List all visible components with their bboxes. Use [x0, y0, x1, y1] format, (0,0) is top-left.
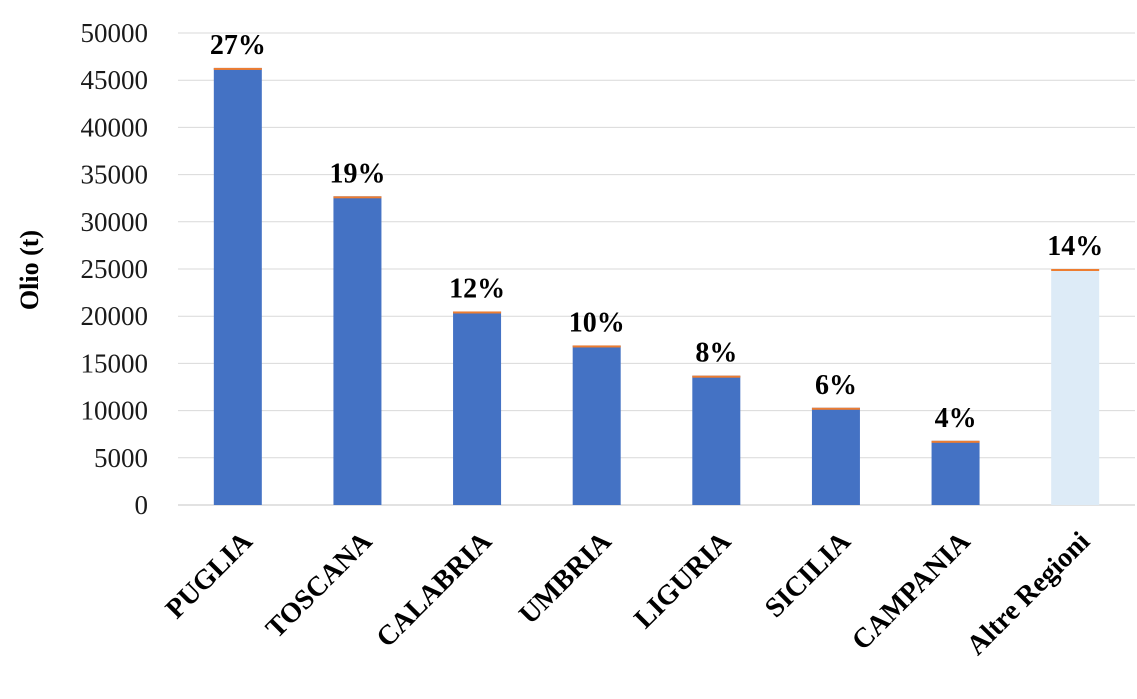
bar-cap [333, 196, 382, 199]
grid-lines [178, 32, 1135, 506]
bar [931, 440, 980, 505]
y-tick-label: 25000 [81, 254, 149, 284]
category-label: CALABRIA [370, 525, 498, 653]
y-tick-label: 0 [135, 490, 149, 520]
bar [811, 407, 860, 505]
category-label: LIGURIA [628, 525, 737, 634]
y-tick-label: 10000 [81, 396, 149, 426]
data-label: 27% [210, 30, 266, 61]
bar-cap [692, 375, 741, 378]
bar [1051, 269, 1100, 505]
y-tick-label: 35000 [81, 160, 149, 190]
bar-cap [213, 67, 262, 70]
category-label: PUGLIA [160, 525, 259, 624]
data-label: 4% [935, 403, 977, 434]
bar [333, 196, 382, 505]
category-label: UMBRIA [513, 525, 618, 630]
category-label: TOSCANA [260, 525, 379, 644]
y-tick-label: 50000 [81, 18, 149, 48]
data-label: 10% [569, 307, 625, 338]
bar-cap [1051, 269, 1100, 271]
bar [692, 375, 741, 505]
y-tick-label: 20000 [81, 301, 149, 331]
y-tick-label: 30000 [81, 207, 149, 237]
data-label: 12% [449, 273, 505, 304]
data-label: 6% [815, 370, 857, 401]
y-axis-ticks: 0 5000 10000 15000 20000 25000 30000 35000 40000… [81, 18, 149, 520]
y-tick-label: 15000 [81, 348, 149, 378]
bar-cap [931, 440, 980, 443]
bar [213, 67, 262, 505]
y-tick-label: 40000 [81, 112, 149, 142]
category-label: CAMPANIA [846, 525, 977, 656]
bar-cap [453, 311, 502, 314]
category-label: SICILIA [759, 525, 857, 623]
bar-cap [572, 345, 621, 348]
bar [453, 311, 502, 505]
data-labels: 27% 19% 12% 10% 8% 6% 4% 14% [210, 30, 1103, 434]
bar [572, 345, 621, 505]
y-tick-label: 45000 [81, 65, 149, 95]
category-label: Altre Regioni [961, 526, 1097, 662]
data-label: 19% [329, 158, 385, 189]
data-label: 8% [695, 338, 737, 369]
bars [213, 67, 1100, 505]
y-tick-label: 5000 [94, 443, 148, 473]
y-axis-title: Olio (t) [15, 230, 44, 310]
bar-cap [811, 407, 860, 410]
data-label: 14% [1047, 231, 1103, 262]
